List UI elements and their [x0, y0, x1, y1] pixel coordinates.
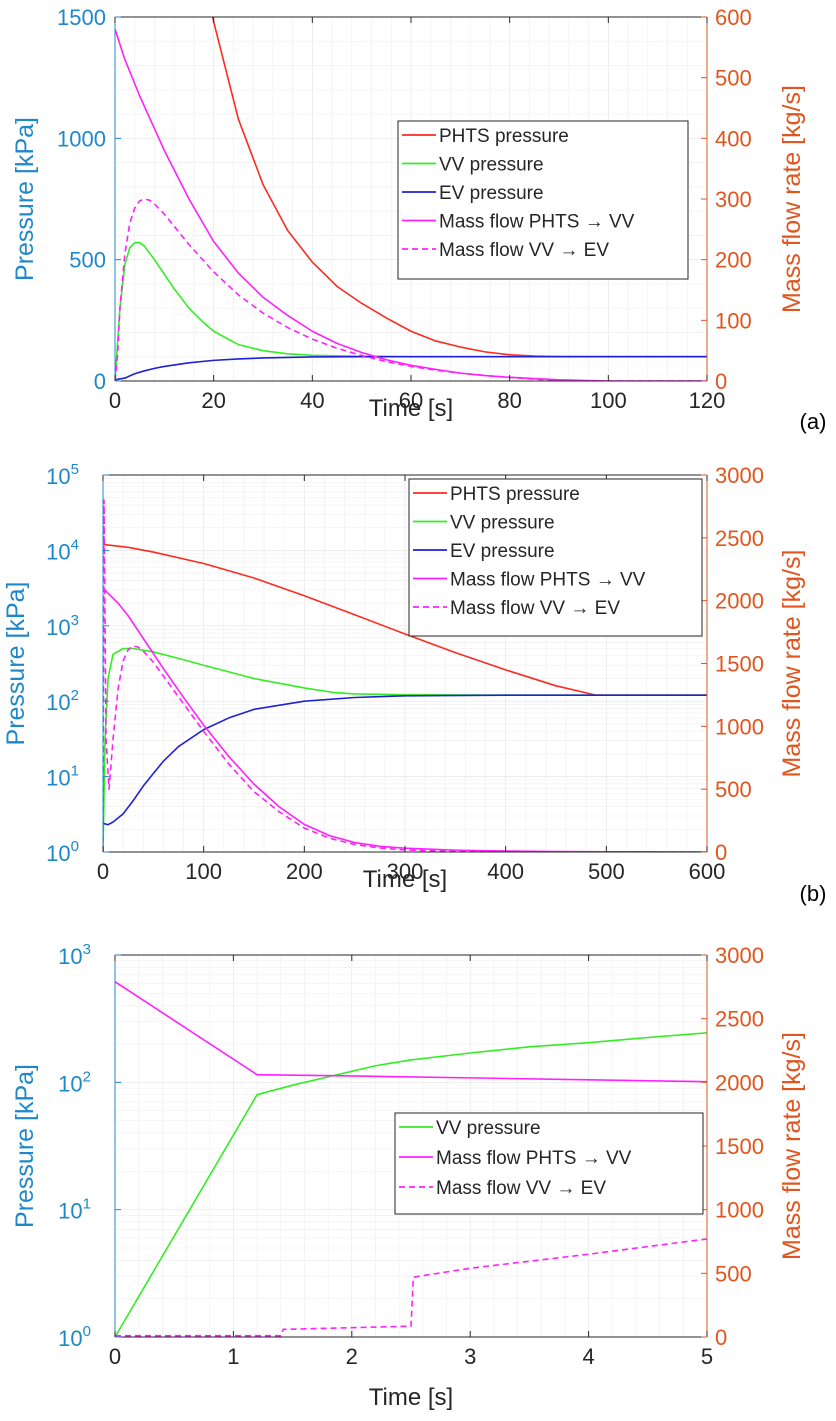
y-right-tick-label: 1000 — [715, 1198, 764, 1223]
y-left-tick-label: 1500 — [57, 5, 106, 30]
x-tick-label: 100 — [185, 859, 222, 884]
y-left-tick-label: 103 — [46, 612, 79, 640]
panel-label: (b) — [800, 881, 827, 906]
y-left-tick-label: 103 — [58, 941, 91, 969]
legend-label: VV pressure — [439, 155, 544, 176]
y-right-tick-label: 2500 — [715, 1007, 764, 1032]
x-axis-label: Time [s] — [363, 866, 447, 893]
x-tick-label: 100 — [590, 388, 627, 413]
legend-label: EV pressure — [450, 541, 555, 562]
series-group — [115, 981, 707, 1337]
legend: PHTS pressure VV pressure EV pressure Mass … — [397, 120, 689, 280]
chart-panel-3: 0 1 2 3 4 5 Time [s] 100 101 102 103 Pressure [kPa]… — [11, 941, 806, 1411]
y-right-tick-label: 300 — [715, 187, 752, 212]
panel-label: (a) — [800, 409, 827, 434]
series-line-1 — [115, 1031, 707, 1337]
legend-label: Mass flow PHTS → VV — [439, 212, 635, 233]
y-axis-right-label: Mass flow rate [kg/s] — [778, 1032, 806, 1260]
x-tick-label: 500 — [588, 859, 625, 884]
legend-box — [408, 478, 703, 637]
y-axis-right-label: Mass flow rate [kg/s] — [778, 550, 806, 778]
y-right-tick-label: 0 — [715, 369, 727, 394]
chart-panel-2: 0 100 200 300 400 500 600 Time [s] 100 101 102 103 1… — [2, 461, 826, 906]
y-right-tick-label: 2000 — [715, 1070, 764, 1095]
y-left-tick-label: 0 — [94, 369, 106, 394]
y-axis-left-label: Pressure [kPa] — [11, 1064, 39, 1228]
y-right-tick-label: 2500 — [715, 526, 764, 551]
y-right-tick-label: 500 — [715, 66, 752, 91]
y-left-tick-label: 100 — [46, 838, 79, 866]
y-left-tick-label: 101 — [46, 763, 79, 791]
y-axis-right-label: Mass flow rate [kg/s] — [778, 85, 806, 313]
legend-label: EV pressure — [439, 183, 544, 204]
y-left-tick-label: 102 — [58, 1068, 91, 1096]
y-right-tick-label: 200 — [715, 248, 752, 273]
series-line-3 — [115, 355, 707, 381]
y-right-tick-label: 1000 — [715, 714, 764, 739]
y-right-tick-label: 500 — [715, 777, 752, 802]
y-left-tick-label: 500 — [69, 248, 106, 273]
series-line-2 — [115, 981, 707, 1083]
y-left-tick-label: 1000 — [57, 126, 106, 151]
y-right-tick-label: 600 — [715, 5, 752, 30]
y-axis-left-label: Pressure [kPa] — [2, 582, 30, 746]
legend-label: Mass flow VV → EV — [450, 598, 620, 619]
series-line-3 — [115, 1238, 707, 1337]
y-left-tick-label: 102 — [46, 687, 79, 715]
y-left-tick-label: 101 — [58, 1196, 91, 1224]
x-tick-label: 600 — [689, 859, 726, 884]
y-left-tick-label: 104 — [46, 536, 79, 564]
y-right-tick-label: 1500 — [715, 1134, 764, 1159]
x-axis-label: Time [s] — [369, 1384, 453, 1411]
x-tick-label: 80 — [497, 388, 521, 413]
x-tick-label: 60 — [399, 388, 423, 413]
legend-label: PHTS pressure — [450, 484, 580, 505]
legend-label: Mass flow PHTS → VV — [450, 570, 646, 591]
x-tick-label: 400 — [487, 859, 524, 884]
series-line-3 — [103, 694, 707, 826]
series-group — [115, 17, 707, 381]
legend: PHTS pressure VV pressure EV pressure Mass … — [408, 478, 703, 637]
y-right-tick-label: 3000 — [715, 463, 764, 488]
x-tick-label: 4 — [582, 1344, 594, 1369]
x-tick-label: 300 — [387, 859, 424, 884]
y-left-tick-label: 105 — [46, 461, 79, 489]
legend-label: Mass flow VV → EV — [436, 1178, 606, 1199]
x-tick-label: 1 — [227, 1344, 239, 1369]
legend: VV pressure Mass flow PHTS → VV Mass flow … — [394, 1112, 704, 1215]
y-right-tick-label: 100 — [715, 308, 752, 333]
legend-label: PHTS pressure — [439, 126, 569, 147]
x-tick-label: 0 — [109, 388, 121, 413]
legend-label: Mass flow VV → EV — [439, 240, 609, 261]
y-right-tick-label: 500 — [715, 1261, 752, 1286]
y-right-tick-label: 2000 — [715, 589, 764, 614]
x-tick-label: 40 — [300, 388, 324, 413]
x-tick-label: 2 — [346, 1344, 358, 1369]
x-tick-label: 200 — [286, 859, 323, 884]
x-tick-label: 5 — [701, 1344, 713, 1369]
y-right-tick-label: 0 — [715, 1325, 727, 1350]
x-tick-label: 0 — [109, 1344, 121, 1369]
x-axis-label: Time [s] — [369, 395, 453, 422]
y-right-tick-label: 0 — [715, 840, 727, 865]
y-right-tick-label: 400 — [715, 126, 752, 151]
x-tick-label: 3 — [464, 1344, 476, 1369]
y-right-tick-label: 1500 — [715, 652, 764, 677]
series-line-5 — [115, 198, 707, 381]
y-left-tick-label: 100 — [58, 1323, 91, 1351]
x-tick-label: 120 — [689, 388, 726, 413]
series-group — [103, 499, 707, 852]
y-right-tick-label: 3000 — [715, 943, 764, 968]
y-axis-left-label: Pressure [kPa] — [11, 117, 39, 281]
legend-box — [397, 120, 689, 280]
x-tick-label: 0 — [97, 859, 109, 884]
legend-label: VV pressure — [450, 513, 555, 534]
legend-box — [394, 1112, 704, 1215]
legend-label: Mass flow PHTS → VV — [436, 1148, 632, 1169]
x-tick-label: 20 — [201, 388, 225, 413]
series-line-4 — [103, 587, 707, 852]
legend-label: VV pressure — [436, 1118, 541, 1139]
